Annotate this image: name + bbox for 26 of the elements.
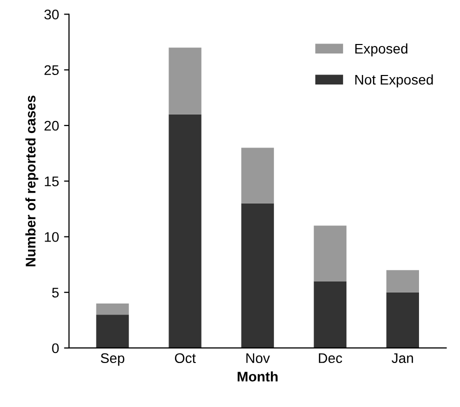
bar (314, 226, 346, 282)
y-axis-title: Number of reported cases (25, 96, 38, 266)
bar (386, 292, 419, 348)
bar (168, 48, 202, 114)
bar (241, 203, 274, 348)
y-tick-label: 15 (44, 176, 59, 186)
y-tick-label: 0 (52, 343, 59, 354)
x-tick-label: Nov (246, 353, 270, 364)
x-tick-label: Sep (100, 353, 124, 366)
bar (168, 114, 202, 348)
bar (314, 281, 346, 348)
y-tick-label: 5 (52, 288, 59, 298)
y-tick-label: 30 (44, 10, 59, 20)
x-axis-title: Month (238, 371, 278, 382)
bar (241, 148, 274, 204)
bar (96, 303, 129, 315)
bar (386, 270, 419, 292)
x-tick-label: Dec (318, 353, 342, 364)
x-tick-label: Oct (174, 353, 196, 364)
legend-label: Exposed (355, 43, 408, 56)
y-tick-label: 10 (44, 232, 59, 242)
legend-label: Not Exposed (355, 74, 433, 88)
y-tick-label: 25 (44, 65, 59, 76)
bar (96, 314, 129, 348)
x-tick-label: Jan (392, 353, 413, 364)
y-tick-label: 20 (44, 120, 59, 131)
